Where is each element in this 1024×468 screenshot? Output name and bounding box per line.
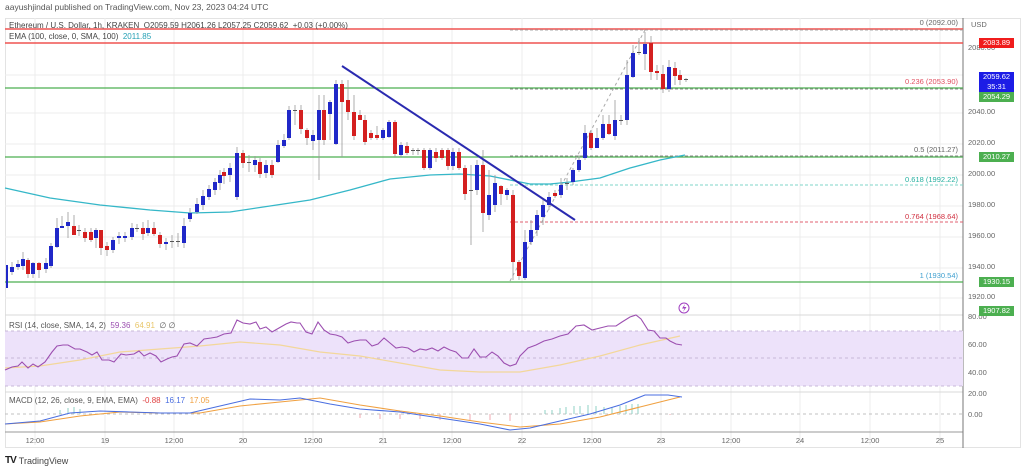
- ema-value: 2011.85: [122, 32, 152, 41]
- brand-name: TradingView: [18, 455, 69, 466]
- fib-label-1: 1 (1930.54): [920, 271, 959, 280]
- rsi-label: RSI (14, close, SMA, 14, 2): [9, 321, 106, 330]
- rsi-tick: 20.00: [968, 389, 987, 398]
- rsi-tick: 60.00: [968, 340, 987, 349]
- rsi-legend[interactable]: RSI (14, close, SMA, 14, 2) 59.36 64.91 …: [9, 321, 176, 330]
- ema-100-line: [4, 154, 686, 214]
- macd-label: MACD (12, 26, close, 9, EMA, EMA): [9, 396, 138, 405]
- time-tick: 24: [796, 436, 804, 445]
- rsi-tick: 80.00: [968, 312, 987, 321]
- last-price: 2059.62: [982, 72, 1011, 81]
- time-tick: 20: [239, 436, 247, 445]
- currency-label: USD: [971, 20, 987, 29]
- symbol-name: Ethereum / U.S. Dollar, 1h, KRAKEN: [9, 21, 140, 30]
- macd-signal-line: [4, 396, 681, 428]
- lightning-icon[interactable]: [678, 302, 690, 314]
- price-tick: 1980.00: [968, 200, 995, 209]
- tradingview-icon: TV: [5, 455, 17, 466]
- time-tick: 22: [518, 436, 526, 445]
- time-tick: 25: [936, 436, 944, 445]
- time-tick: 12:00: [722, 436, 741, 445]
- macd-value: 16.17: [165, 396, 186, 405]
- price-tag-resistance: 2083.89: [979, 38, 1014, 48]
- macd-signal-value: 17.05: [189, 396, 210, 405]
- price-tag-support-2010: 2010.27: [979, 152, 1014, 162]
- rsi-tick: 40.00: [968, 368, 987, 377]
- price-tick: 2040.00: [968, 107, 995, 116]
- fib-label-05: 0.5 (2011.27): [914, 145, 959, 154]
- price-tag-last: 2059.62 35:31: [979, 72, 1014, 92]
- price-tick: 1940.00: [968, 262, 995, 271]
- rsi-ma-line: [4, 335, 681, 373]
- price-tag-support-2054: 2054.29: [979, 92, 1014, 102]
- candlesticks: [6, 32, 688, 288]
- rsi-value: 59.36: [110, 321, 131, 330]
- price-tag-1907: 1907.82: [979, 306, 1014, 316]
- rsi-ma-value: 64.91: [134, 321, 155, 330]
- price-tick: 2020.00: [968, 138, 995, 147]
- fib-label-0236: 0.236 (2053.90): [905, 77, 958, 86]
- price-tag-support-1930: 1930.15: [979, 277, 1014, 287]
- bar-countdown: 35:31: [987, 82, 1006, 91]
- time-tick: 19: [101, 436, 109, 445]
- time-tick: 12:00: [583, 436, 602, 445]
- price-tick: 2000.00: [968, 169, 995, 178]
- bearish-trend-line: [341, 65, 576, 221]
- fib-label-0618: 0.618 (1992.22): [905, 175, 958, 184]
- price-tick: 1920.00: [968, 292, 995, 301]
- fib-label-0: 0 (2092.00): [920, 18, 959, 27]
- time-tick: 21: [379, 436, 387, 445]
- tradingview-logo[interactable]: TV TradingView: [5, 455, 68, 466]
- ohlc-values: O2059.59 H2061.26 L2057.25 C2059.62: [143, 21, 289, 30]
- macd-hist-value: -0.88: [142, 396, 161, 405]
- publisher-caption: aayushjindal published on TradingView.co…: [5, 2, 269, 12]
- ema-label: EMA (100, close, 0, SMA, 100): [9, 32, 119, 41]
- time-tick: 12:00: [443, 436, 462, 445]
- time-tick: 12:00: [26, 436, 45, 445]
- time-tick: 12:00: [861, 436, 880, 445]
- price-change: +0.03 (+0.00%): [292, 21, 348, 30]
- macd-legend[interactable]: MACD (12, 26, close, 9, EMA, EMA) -0.88 …: [9, 396, 210, 405]
- rsi-band: [5, 331, 963, 386]
- time-tick: 12:00: [165, 436, 184, 445]
- time-tick: 12:00: [304, 436, 323, 445]
- chart-frame: [5, 18, 1021, 448]
- macd-line: [4, 394, 683, 431]
- price-tick: 1960.00: [968, 231, 995, 240]
- ema-legend[interactable]: EMA (100, close, 0, SMA, 100) 2011.85: [9, 32, 151, 41]
- time-tick: 23: [657, 436, 665, 445]
- rsi-line: [4, 314, 683, 371]
- fib-label-0764: 0.764 (1968.64): [905, 212, 958, 221]
- macd-tick: 0.00: [968, 410, 983, 419]
- symbol-legend[interactable]: Ethereum / U.S. Dollar, 1h, KRAKEN O2059…: [9, 21, 348, 30]
- rsi-extra: ∅ ∅: [159, 321, 176, 330]
